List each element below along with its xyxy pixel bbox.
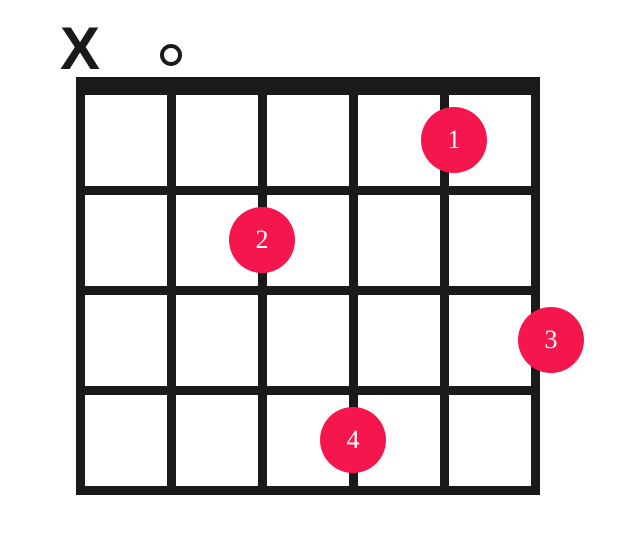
fret-line xyxy=(76,86,540,95)
fret-line xyxy=(76,186,540,195)
finger-marker: 2 xyxy=(229,207,295,273)
finger-label: 4 xyxy=(347,425,360,455)
finger-marker: 3 xyxy=(518,307,584,373)
chord-diagram: X 1 2 3 4 xyxy=(0,0,640,560)
fret-line xyxy=(76,486,540,495)
fret-line xyxy=(76,286,540,295)
finger-label: 1 xyxy=(448,125,461,155)
open-string-marker xyxy=(160,44,182,66)
finger-label: 3 xyxy=(545,325,558,355)
finger-marker: 4 xyxy=(320,407,386,473)
mute-marker: X xyxy=(60,19,100,79)
finger-marker: 1 xyxy=(421,107,487,173)
finger-label: 2 xyxy=(256,225,269,255)
fret-line xyxy=(76,386,540,395)
